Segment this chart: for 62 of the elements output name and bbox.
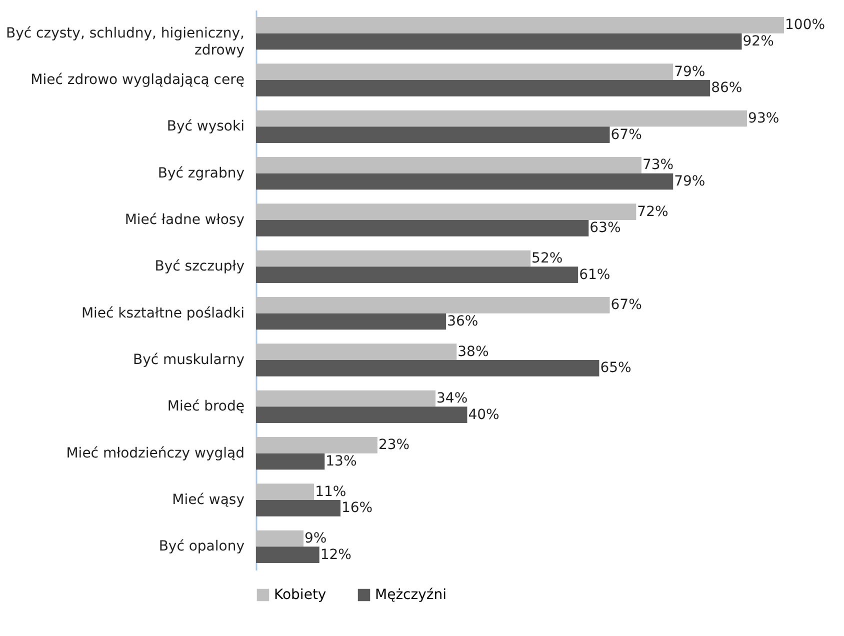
- y-tick-label: Być wysoki: [166, 118, 244, 135]
- data-label: 79%: [674, 174, 706, 190]
- y-tick-label: Być zgrabny: [158, 165, 244, 182]
- bar: [256, 110, 748, 127]
- data-label: 40%: [468, 406, 500, 423]
- data-label: 67%: [610, 297, 642, 314]
- bar: [256, 33, 742, 50]
- data-label: 9%: [304, 530, 327, 546]
- y-tick-label: Być muskularny: [132, 352, 244, 368]
- bar: [256, 484, 314, 500]
- bar: [256, 360, 600, 376]
- data-label: 92%: [742, 34, 774, 50]
- y-tick-label: Być opalony: [158, 538, 244, 555]
- data-label: 86%: [711, 80, 742, 96]
- y-tick-label: Być czysty, schludny, higieniczny, zdrowy: [6, 25, 244, 58]
- data-label: 61%: [579, 266, 610, 283]
- data-label: 79%: [674, 64, 706, 80]
- data-label: 67%: [610, 126, 642, 143]
- bar: [256, 250, 531, 267]
- data-label: 11%: [315, 484, 346, 500]
- bar: [256, 126, 610, 143]
- bar: [256, 80, 710, 96]
- data-label: 65%: [600, 360, 632, 376]
- data-label: 73%: [642, 157, 674, 174]
- data-label: 38%: [458, 344, 489, 360]
- bar: [256, 530, 304, 547]
- legend-label: Kobiety: [274, 587, 326, 603]
- bar: [256, 204, 636, 220]
- bar: [256, 406, 468, 423]
- bar: [256, 313, 446, 330]
- y-tick-label: Mieć zdrowo wyglądającą cerę: [30, 72, 244, 88]
- data-label: 72%: [637, 204, 668, 220]
- data-label: 63%: [590, 220, 621, 236]
- data-label: 34%: [436, 390, 468, 406]
- bar: [256, 17, 784, 34]
- y-tick-label: Mieć brodę: [167, 398, 244, 415]
- bar: [256, 64, 674, 80]
- bar: [256, 266, 578, 283]
- bar: [256, 500, 340, 516]
- y-tick-label: Mieć kształtne pośladki: [81, 305, 244, 322]
- data-label: 36%: [447, 314, 478, 330]
- y-tick-label: Mieć ładne włosy: [124, 212, 244, 228]
- data-label: 16%: [341, 500, 373, 516]
- data-label: 12%: [320, 546, 352, 563]
- bar: [256, 157, 642, 174]
- y-tick-label: Być szczupły: [154, 258, 244, 275]
- data-label: 93%: [748, 110, 780, 126]
- bar: [256, 437, 378, 454]
- bar: [256, 173, 674, 190]
- bar: [256, 390, 436, 407]
- data-label: 23%: [378, 437, 410, 454]
- data-label: 100%: [785, 17, 826, 34]
- y-tick-label: Mieć wąsy: [172, 492, 244, 508]
- bar: [256, 297, 610, 314]
- data-label: 13%: [326, 454, 357, 470]
- bar: [256, 344, 457, 360]
- data-label: 52%: [532, 250, 563, 266]
- bar: [256, 546, 320, 563]
- bar: [256, 220, 589, 236]
- bar: [256, 453, 325, 470]
- y-tick-label: Mieć młodzieńczy wygląd: [66, 445, 244, 462]
- legend-label: Mężczyźni: [375, 587, 446, 603]
